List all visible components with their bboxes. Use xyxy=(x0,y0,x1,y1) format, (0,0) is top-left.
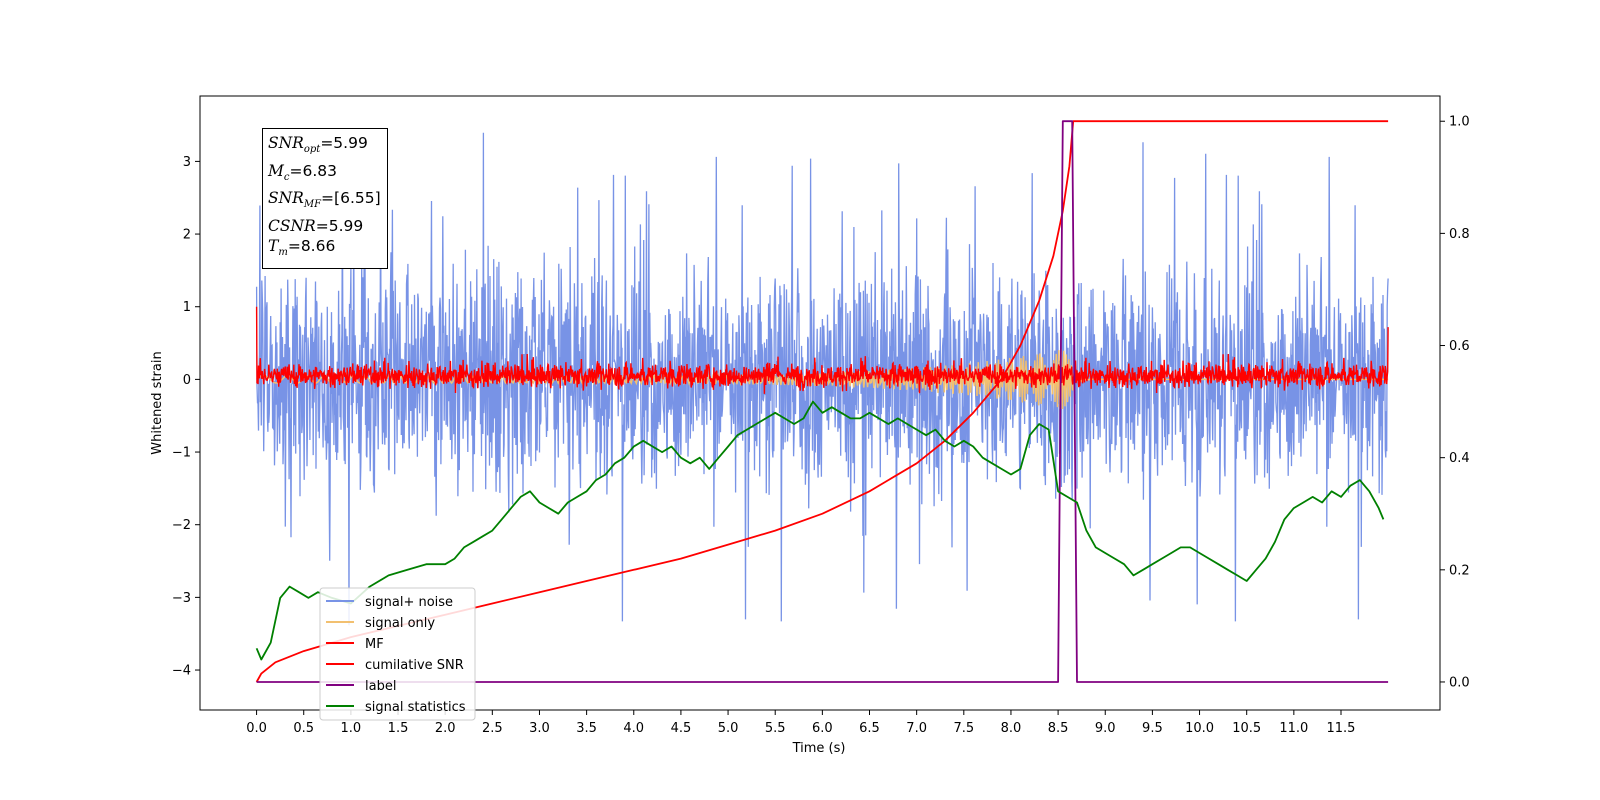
annotation-chirp-mass: Mc=6.83 xyxy=(268,161,337,183)
x-tick-label: 11.0 xyxy=(1279,721,1308,736)
x-tick-label: 4.5 xyxy=(671,721,692,736)
y2-tick-label: 1.0 xyxy=(1449,115,1470,130)
y-axis-left: 3 2 1 0 −1 −2 −3 −4 xyxy=(172,155,200,679)
series-mf xyxy=(255,306,1389,394)
legend-label-signal-noise: signal+ noise xyxy=(365,595,453,610)
legend-label-signal-only: signal only xyxy=(365,616,435,631)
y-tick-label: 1 xyxy=(183,300,191,315)
y2-tick-label: 0.6 xyxy=(1449,339,1470,354)
y2-tick-label: 0.8 xyxy=(1449,227,1470,242)
x-tick-label: 9.0 xyxy=(1095,721,1116,736)
y2-tick-label: 0.4 xyxy=(1449,451,1470,466)
plot-frame xyxy=(199,95,1441,711)
series-signal-statistics xyxy=(255,400,1385,661)
annotation-csnr: CSNR=5.99 xyxy=(268,216,364,235)
series-label xyxy=(256,120,1389,683)
legend: signal+ noise signal only MF cumilative … xyxy=(319,587,476,721)
y-tick-label: −1 xyxy=(172,446,191,461)
x-tick-label: 0.0 xyxy=(246,721,267,736)
legend-label-signal-statistics: signal statistics xyxy=(365,700,466,715)
x-axis: 0.0 0.5 1.0 1.5 2.0 2.5 3.0 3.5 4.0 4.5 5.0 5.5 6.0 6… xyxy=(246,710,1355,736)
x-tick-label: 10.5 xyxy=(1232,721,1261,736)
y-tick-label: 3 xyxy=(183,155,191,170)
x-tick-label: 3.0 xyxy=(529,721,550,736)
y-tick-label: −3 xyxy=(172,591,191,606)
legend-label-cumulative-snr: cumilative SNR xyxy=(365,658,464,673)
x-tick-label: 6.5 xyxy=(859,721,880,736)
x-tick-label: 5.0 xyxy=(718,721,739,736)
y2-tick-label: 0.2 xyxy=(1449,563,1470,578)
y-axis-label: Whitened strain xyxy=(150,351,165,454)
x-tick-label: 2.0 xyxy=(435,721,456,736)
x-tick-label: 10.0 xyxy=(1185,721,1214,736)
x-tick-label: 8.5 xyxy=(1048,721,1069,736)
x-tick-label: 1.0 xyxy=(341,721,362,736)
annotation-merger-time: Tm=8.66 xyxy=(268,237,336,259)
x-tick-label: 5.5 xyxy=(765,721,786,736)
y2-tick-label: 0.0 xyxy=(1449,675,1470,690)
x-tick-label: 9.5 xyxy=(1142,721,1163,736)
annotation-snr-mf: SNRMF=[6.55] xyxy=(268,189,381,211)
x-tick-label: 7.0 xyxy=(906,721,927,736)
x-tick-label: 7.5 xyxy=(953,721,974,736)
legend-label-label: label xyxy=(365,679,396,694)
y-tick-label: 2 xyxy=(183,228,191,243)
legend-frame xyxy=(319,587,476,721)
x-tick-label: 4.0 xyxy=(623,721,644,736)
y-tick-label: −4 xyxy=(172,664,191,679)
x-axis-label: Time (s) xyxy=(792,741,846,756)
x-tick-label: 8.0 xyxy=(1001,721,1022,736)
x-tick-label: 11.5 xyxy=(1327,721,1356,736)
annotation-snr-opt: SNRopt=5.99 xyxy=(268,134,368,156)
annotation-box: SNRopt=5.99 Mc=6.83 SNRMF=[6.55] CSNR=5.… xyxy=(262,128,388,269)
x-tick-label: 3.5 xyxy=(576,721,597,736)
x-tick-label: 1.5 xyxy=(388,721,409,736)
y-tick-label: −2 xyxy=(172,518,191,533)
y-axis-right: 1.0 0.8 0.6 0.4 0.2 0.0 xyxy=(1440,115,1470,690)
y-tick-label: 0 xyxy=(183,373,191,388)
x-tick-label: 6.0 xyxy=(812,721,833,736)
x-tick-label: 0.5 xyxy=(293,721,314,736)
legend-label-mf: MF xyxy=(365,637,384,652)
x-tick-label: 2.5 xyxy=(482,721,503,736)
